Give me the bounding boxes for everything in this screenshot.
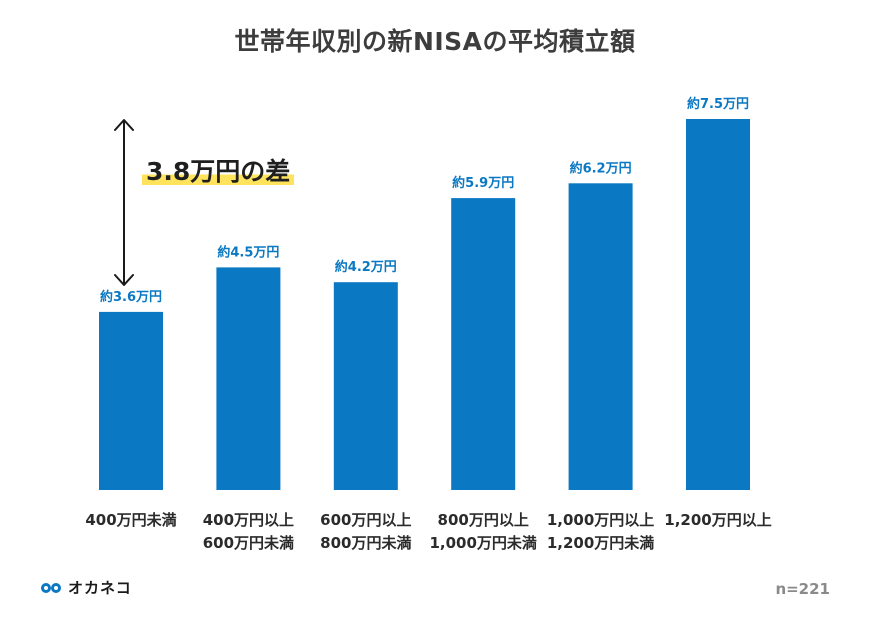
data-label-2: 約4.2万円 xyxy=(335,259,397,275)
bar-5 xyxy=(686,119,750,490)
data-label-4: 約6.2万円 xyxy=(570,160,632,176)
difference-arrow-head-bottom xyxy=(114,274,134,286)
category-label-1-line-1: 600万円未満 xyxy=(202,534,295,552)
bar-1 xyxy=(216,267,281,490)
category-label-5-line-0: 1,200万円以上 xyxy=(664,511,772,529)
category-label-4-line-0: 1,000万円以上 xyxy=(546,511,655,529)
category-label-4: 1,000万円以上 1,200万円未満 xyxy=(531,509,671,555)
category-label-4-line-1: 1,200万円未満 xyxy=(546,534,655,552)
bar-0 xyxy=(99,311,163,490)
okaneko-logo-icon xyxy=(41,582,61,593)
data-label-5: 約7.5万円 xyxy=(687,96,749,112)
category-label-1: 400万円以上 600万円未満 xyxy=(178,509,318,555)
brand-logo: オカネコ xyxy=(40,577,132,598)
chart-title: 世帯年収別の新NISAの平均積立額 xyxy=(234,27,636,56)
data-label-3: 約5.9万円 xyxy=(452,175,514,191)
bar-2 xyxy=(333,282,398,490)
sample-size: n=221 xyxy=(775,580,830,598)
data-label-1: 約4.5万円 xyxy=(217,244,279,260)
difference-arrow-head-top xyxy=(114,119,134,131)
logo-text: オカネコ xyxy=(68,579,132,597)
category-label-3-line-0: 800万円以上 xyxy=(437,511,529,529)
category-label-0-line-0: 400万円未満 xyxy=(85,511,177,529)
category-label-1-line-0: 400万円以上 xyxy=(202,511,295,529)
difference-arrow xyxy=(114,119,134,286)
category-label-5: 1,200万円以上 xyxy=(648,509,788,532)
bar-3 xyxy=(451,198,516,490)
difference-annotation: 3.8万円の差 xyxy=(142,152,295,188)
category-label-3-line-1: 1,000万円未満 xyxy=(429,534,537,552)
bars-group xyxy=(99,119,750,491)
category-label-0: 400万円未満 xyxy=(61,509,201,532)
category-label-3: 800万円以上 1,000万円未満 xyxy=(413,509,553,555)
category-label-2-line-0: 600万円以上 xyxy=(320,511,412,529)
bar-4 xyxy=(568,183,633,491)
category-label-2-line-1: 800万円未満 xyxy=(320,534,412,552)
data-label-0: 約3.6万円 xyxy=(100,289,162,305)
category-label-2: 600万円以上 800万円未満 xyxy=(296,509,436,555)
